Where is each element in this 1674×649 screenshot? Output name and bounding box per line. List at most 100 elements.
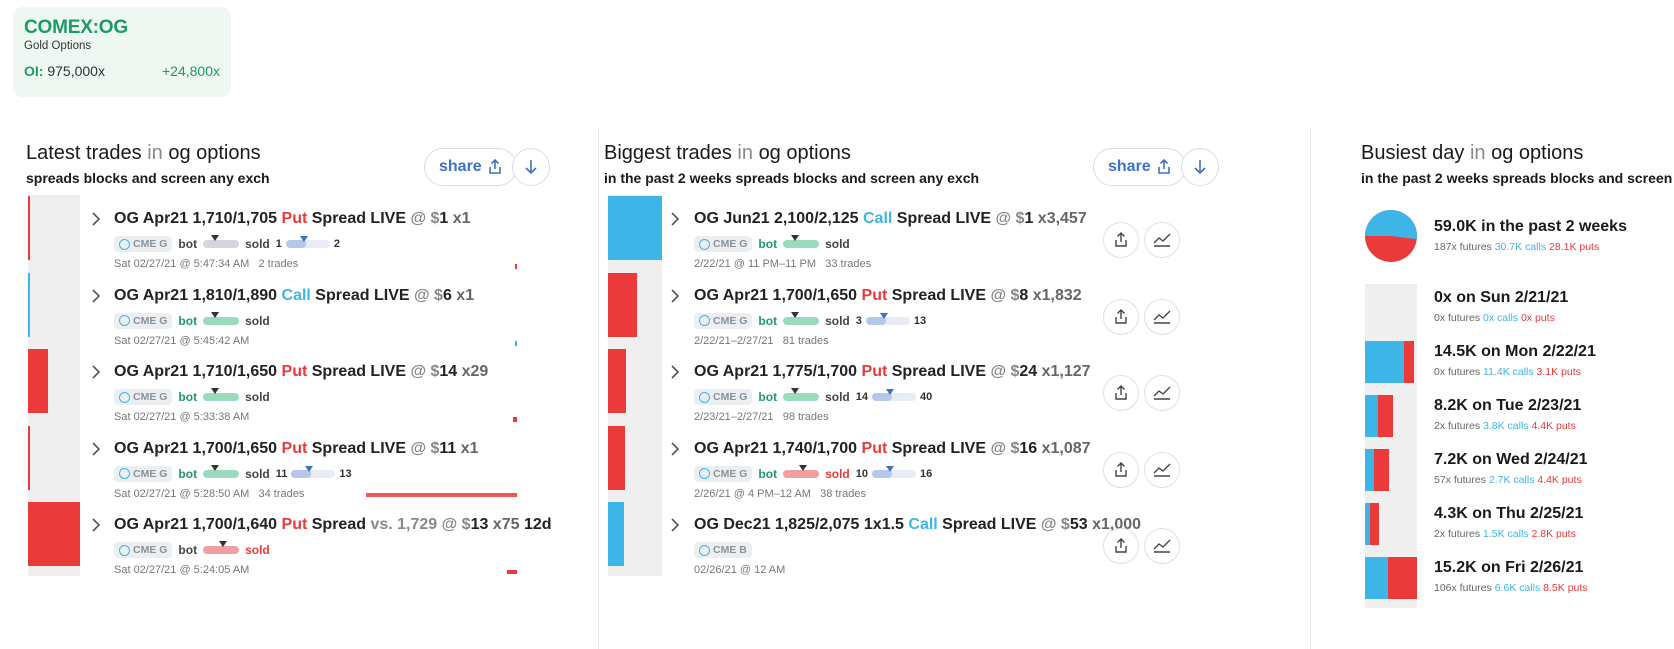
expand-chevron-icon[interactable] <box>666 363 684 381</box>
day-calls: 6.6K calls <box>1494 582 1541 594</box>
chart-trade-button[interactable] <box>1144 222 1180 258</box>
trade-title[interactable]: OG Apr21 1,710/1,650 Put Spread LIVE @ $… <box>114 363 488 381</box>
chart-trade-button[interactable] <box>1144 298 1180 335</box>
range-track <box>872 389 916 401</box>
trade-quantity: x29 <box>457 363 489 380</box>
expand-chevron-icon[interactable] <box>666 440 684 458</box>
trade-row[interactable]: OG Apr21 1,700/1,640 Put Spread vs. 1,72… <box>18 502 598 584</box>
expand-chevron-icon[interactable] <box>666 210 684 228</box>
chart-trade-button[interactable] <box>1144 451 1180 488</box>
trade-row[interactable]: OG Apr21 1,810/1,890 Call Spread LIVE @ … <box>18 272 598 355</box>
trade-structure: Spread LIVE <box>307 439 411 457</box>
price-range: 3 13 <box>856 312 926 327</box>
biggest-title: Biggest trades in og options <box>604 142 979 165</box>
trade-volume-bar <box>608 272 637 337</box>
trade-row[interactable]: OG Apr21 1,710/1,650 Put Spread LIVE @ $… <box>18 349 598 431</box>
biggest-title-main: Biggest trades <box>604 142 732 164</box>
trade-row[interactable]: OG Dec21 1,825/2,075 1x1.5 Call Spread L… <box>599 502 1310 584</box>
trade-row[interactable]: OG Apr21 1,700/1,650 Put Spread LIVE @ $… <box>18 425 598 508</box>
day-calls: 1.5K calls <box>1483 528 1529 540</box>
biggest-title-subject[interactable]: og options <box>758 142 851 164</box>
trade-contract: OG Apr21 1,740/1,700 <box>694 439 862 457</box>
trade-title[interactable]: OG Apr21 1,740/1,700 Put Spread LIVE @ $… <box>694 440 1091 458</box>
summary-title: 59.0K in the past 2 weeks <box>1434 218 1627 235</box>
line-chart-icon <box>1153 386 1171 400</box>
busiest-title-subject[interactable]: og options <box>1491 142 1584 164</box>
trade-title[interactable]: OG Apr21 1,810/1,890 Call Spread LIVE @ … <box>114 287 474 305</box>
trade-title[interactable]: OG Apr21 1,700/1,650 Put Spread LIVE @ $… <box>114 440 479 458</box>
share-trade-button[interactable] <box>1103 222 1139 258</box>
latest-share-button[interactable]: share <box>424 148 517 186</box>
day-breakdown: 57x futures 2.7K calls 4.4K puts <box>1434 474 1582 486</box>
chart-trade-button[interactable] <box>1144 375 1180 411</box>
share-trade-button[interactable] <box>1103 375 1139 411</box>
chart-trade-button[interactable] <box>1144 528 1180 564</box>
exchange-badge: CME B <box>694 542 752 558</box>
busiest-day-row[interactable]: 0x on Sun 2/21/21 0x futures 0x calls 0x … <box>1365 286 1674 340</box>
day-puts: 3.1K puts <box>1536 366 1581 378</box>
trade-row[interactable]: OG Apr21 1,740/1,700 Put Spread LIVE @ $… <box>599 425 1310 508</box>
busiest-day-row[interactable]: 4.3K on Thu 2/25/21 2x futures 1.5K calls… <box>1365 502 1674 556</box>
arrow-down-icon <box>1194 160 1206 175</box>
trade-contract: OG Jun21 2,100/2,125 <box>694 210 863 227</box>
expand-chevron-icon[interactable] <box>666 287 684 305</box>
biggest-subtitle[interactable]: in the past 2 weeks spreads blocks and s… <box>604 170 980 186</box>
share-trade-button[interactable] <box>1103 451 1139 488</box>
bot-sold-slider <box>203 235 240 248</box>
trade-timestamp: Sat 02/27/21 @ 5:45:42 AM <box>114 334 250 347</box>
line-chart-icon <box>1153 463 1171 477</box>
trade-option-type: Put <box>281 439 308 457</box>
latest-subtitle[interactable]: spreads blocks and screen any exch <box>26 170 270 186</box>
trade-title[interactable]: OG Dec21 1,825/2,075 1x1.5 Call Spread L… <box>694 516 1141 534</box>
biggest-title-in: in <box>737 142 753 164</box>
trade-row[interactable]: OG Apr21 1,775/1,700 Put Spread LIVE @ $… <box>599 349 1310 431</box>
expand-chevron-icon[interactable] <box>87 440 105 458</box>
biggest-download-button[interactable] <box>1181 148 1219 186</box>
biggest-share-button[interactable]: share <box>1093 148 1186 186</box>
expand-chevron-icon[interactable] <box>87 516 105 534</box>
exchange-badge: CME G <box>694 312 753 329</box>
trade-row[interactable]: OG Apr21 1,700/1,650 Put Spread LIVE @ $… <box>599 272 1310 355</box>
globe-icon <box>119 391 130 403</box>
ticker-card[interactable]: COMEX:OG Gold Options OI: 975,000x +24,8… <box>13 7 231 97</box>
trade-title[interactable]: OG Apr21 1,710/1,705 Put Spread LIVE @ $… <box>114 210 471 228</box>
range-track <box>291 465 336 478</box>
line-chart-icon <box>1153 233 1171 247</box>
latest-download-button[interactable] <box>512 148 550 186</box>
trade-title[interactable]: OG Apr21 1,700/1,640 Put Spread vs. 1,72… <box>114 516 552 534</box>
sold-label: sold <box>245 313 270 328</box>
day-total: 4.3K on Thu 2/25/21 <box>1434 505 1584 522</box>
trade-row[interactable]: OG Apr21 1,710/1,705 Put Spread LIVE @ $… <box>18 196 598 278</box>
sold-label: sold <box>245 543 270 557</box>
busiest-day-row[interactable]: 7.2K on Wed 2/24/21 57x futures 2.7K call… <box>1365 448 1674 502</box>
day-calls: 2.7K calls <box>1488 474 1535 486</box>
day-futures: 2x futures <box>1434 528 1481 540</box>
bot-label: bot <box>758 466 778 481</box>
puts-volume-bar <box>1374 449 1389 491</box>
busiest-day-row[interactable]: 15.2K on Fri 2/26/21 106x futures 6.6K ca… <box>1365 556 1674 610</box>
trade-title[interactable]: OG Jun21 2,100/2,125 Call Spread LIVE @ … <box>694 210 1087 228</box>
latest-title-main: Latest trades <box>26 142 142 164</box>
trade-contract: OG Apr21 1,700/1,650 <box>694 286 862 304</box>
trade-title[interactable]: OG Apr21 1,775/1,700 Put Spread LIVE @ $… <box>694 363 1091 381</box>
latest-title-subject[interactable]: og options <box>168 142 261 164</box>
day-calls: 3.8K calls <box>1483 420 1529 432</box>
trade-meta: CME G bot sold 11 13 <box>114 464 352 482</box>
expand-chevron-icon[interactable] <box>87 210 105 228</box>
busiest-day-row[interactable]: 14.5K on Mon 2/22/21 0x futures 11.4K cal… <box>1365 340 1674 394</box>
expand-chevron-icon[interactable] <box>87 287 105 305</box>
trade-title[interactable]: OG Apr21 1,700/1,650 Put Spread LIVE @ $… <box>694 287 1082 305</box>
busiest-day-row[interactable]: 8.2K on Tue 2/23/21 2x futures 3.8K calls… <box>1365 394 1674 448</box>
exchange-badge: CME G <box>694 389 753 405</box>
day-total: 14.5K on Mon 2/22/21 <box>1434 343 1596 360</box>
trade-timestamp: 2/22/21 @ 11 PM–11 PM <box>694 258 817 270</box>
share-trade-button[interactable] <box>1103 528 1139 564</box>
share-trade-button[interactable] <box>1103 298 1139 335</box>
expand-chevron-icon[interactable] <box>666 516 684 534</box>
bot-label: bot <box>758 237 778 251</box>
trade-row[interactable]: OG Jun21 2,100/2,125 Call Spread LIVE @ … <box>599 196 1310 278</box>
busiest-subtitle[interactable]: in the past 2 weeks spreads blocks and s… <box>1361 170 1673 186</box>
trade-timestamp: 2/22/21–2/27/21 <box>694 334 774 347</box>
expand-chevron-icon[interactable] <box>87 363 105 381</box>
trade-option-type: Put <box>861 439 888 457</box>
